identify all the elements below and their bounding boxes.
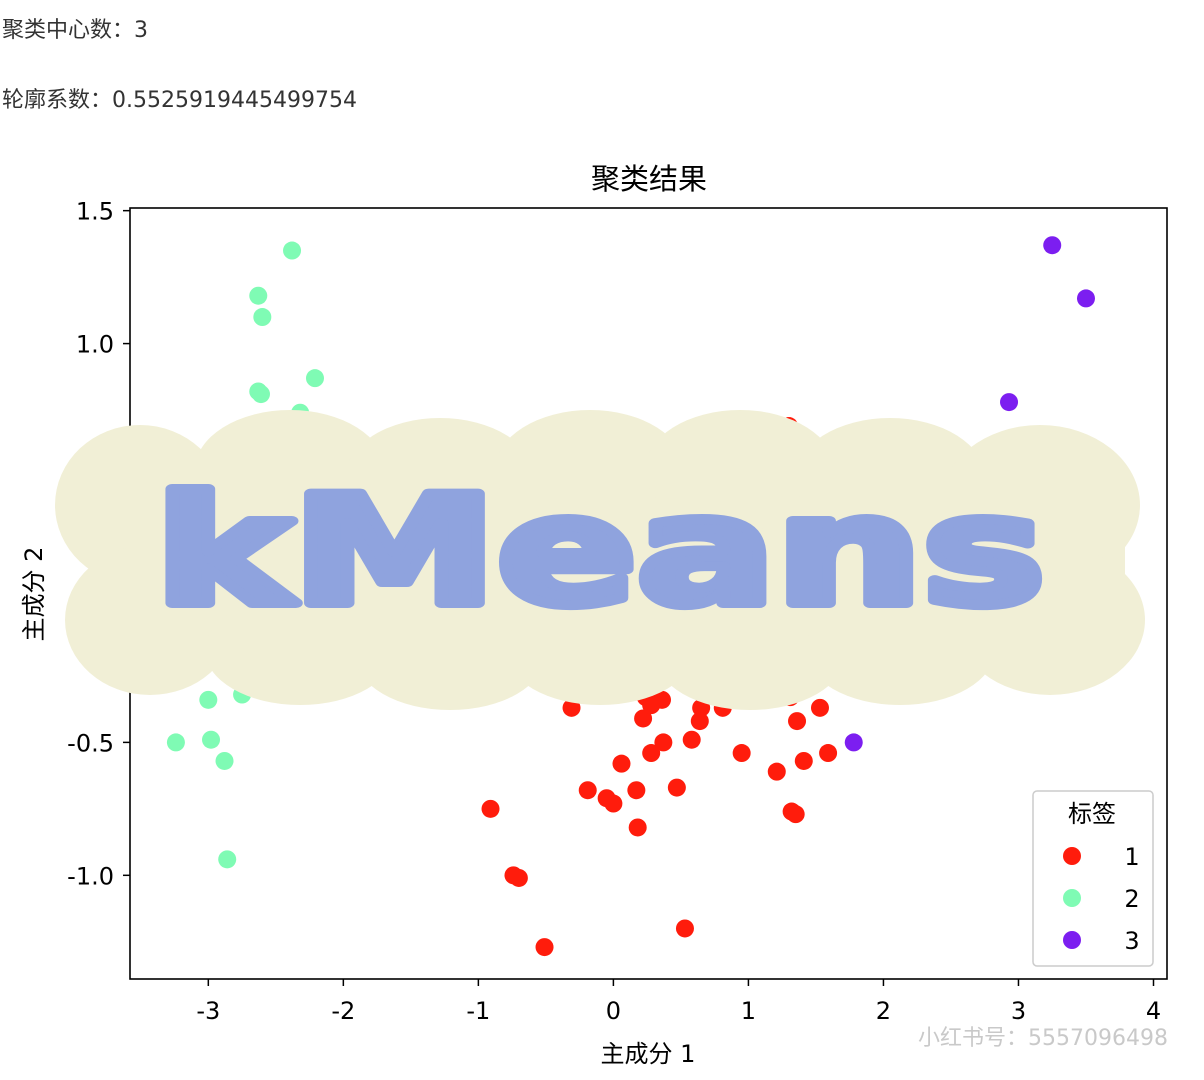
overlay-cloud-bump: [355, 600, 545, 710]
overlay-cloud-shape: [55, 410, 1145, 710]
overlay-cloud-bump: [645, 410, 835, 530]
overlay-cloud-bump: [940, 425, 1140, 585]
chart-title: 聚类结果: [591, 162, 707, 196]
overlay-cloud-bump: [495, 410, 685, 530]
overlay-cloud-bump: [205, 595, 395, 705]
data-point-cluster-1: [786, 805, 805, 824]
data-point-cluster-2: [199, 690, 218, 709]
y-tick-label: 1.5: [76, 198, 114, 226]
data-point-cluster-2: [215, 751, 234, 770]
data-point-cluster-1: [627, 781, 646, 800]
data-point-cluster-2: [249, 286, 268, 305]
silhouette-label: 轮廓系数：: [2, 88, 113, 113]
legend-marker-1: [1063, 847, 1081, 865]
x-tick-label: 2: [876, 997, 891, 1025]
y-tick-label: 1.0: [76, 331, 114, 359]
data-point-cluster-2: [218, 850, 237, 869]
data-point-cluster-3: [1076, 289, 1095, 308]
legend-label-1: 1: [1124, 843, 1139, 871]
cluster-count-line: 聚类中心数：3: [2, 12, 148, 44]
data-point-cluster-3: [844, 733, 863, 752]
data-point-cluster-1: [642, 696, 661, 715]
x-tick-label: -3: [196, 997, 220, 1025]
data-point-cluster-1: [642, 744, 661, 763]
data-point-cluster-1: [682, 730, 701, 749]
y-axis-label: 主成分 2: [20, 547, 48, 642]
data-point-cluster-1: [604, 794, 623, 813]
overlay-cloud-bump: [345, 418, 535, 538]
data-point-cluster-2: [305, 369, 324, 388]
legend-marker-3: [1063, 931, 1081, 949]
overlay-cloud-bump: [195, 410, 385, 530]
data-point-cluster-1: [481, 799, 500, 818]
data-point-cluster-1: [612, 754, 631, 773]
overlay-cloud-bump: [55, 425, 225, 585]
data-point-cluster-1: [578, 781, 597, 800]
x-tick-label: 0: [606, 997, 621, 1025]
data-point-cluster-2: [202, 730, 221, 749]
data-point-cluster-1: [819, 744, 838, 763]
x-tick-label: 4: [1146, 997, 1161, 1025]
data-point-cluster-1: [794, 751, 813, 770]
data-point-cluster-3: [1043, 236, 1062, 255]
kmeans-overlay: kMeans: [55, 410, 1145, 710]
overlay-cloud-bump: [655, 600, 845, 710]
legend-label-2: 2: [1124, 885, 1139, 913]
cluster-count-label: 聚类中心数：: [2, 18, 135, 43]
legend-label-3: 3: [1124, 927, 1139, 955]
data-point-cluster-1: [732, 744, 751, 763]
data-point-cluster-1: [634, 709, 653, 728]
x-tick-label: 3: [1011, 997, 1026, 1025]
data-point-cluster-1: [562, 698, 581, 717]
x-axis-label: 主成分 1: [601, 1040, 696, 1068]
silhouette-line: 轮廓系数：0.5525919445499754: [2, 82, 357, 114]
data-point-cluster-1: [690, 712, 709, 731]
legend-box: [1032, 790, 1154, 967]
data-point-cluster-2: [283, 241, 302, 260]
data-point-cluster-2: [166, 733, 185, 752]
overlay-cloud-bump: [805, 595, 995, 705]
data-point-cluster-1: [535, 938, 554, 957]
data-point-cluster-3: [1000, 393, 1019, 412]
silhouette-value: 0.5525919445499754: [112, 88, 357, 113]
watermark: 小红书号：5557096498: [918, 1026, 1168, 1051]
legend: 标签 1 2 3: [1032, 790, 1154, 967]
overlay-cloud-bump: [505, 595, 695, 705]
data-point-cluster-1: [767, 762, 786, 781]
legend-title: 标签: [1068, 800, 1116, 828]
overlay-cloud-bump: [955, 545, 1145, 695]
cluster-count-value: 3: [134, 18, 149, 43]
data-point-cluster-1: [810, 698, 829, 717]
overlay-cloud-bump: [795, 418, 985, 538]
x-tick-label: -1: [466, 997, 490, 1025]
data-point-cluster-1: [509, 868, 528, 887]
x-tick-label: -2: [331, 997, 355, 1025]
x-tick-label: 1: [741, 997, 756, 1025]
overlay-cloud-bump: [65, 545, 235, 695]
y-tick-label: -1.0: [67, 862, 114, 890]
data-point-cluster-2: [253, 308, 272, 327]
overlay-text: kMeans: [155, 465, 1045, 639]
legend-items: 1 2 3: [1063, 843, 1140, 955]
data-point-cluster-1: [675, 919, 694, 938]
data-point-cluster-1: [628, 818, 647, 837]
legend-marker-2: [1063, 889, 1081, 907]
data-point-cluster-2: [251, 385, 270, 404]
data-point-cluster-1: [654, 733, 673, 752]
data-point-cluster-1: [667, 778, 686, 797]
y-tick-label: -0.5: [67, 729, 114, 757]
data-point-cluster-1: [788, 712, 807, 731]
